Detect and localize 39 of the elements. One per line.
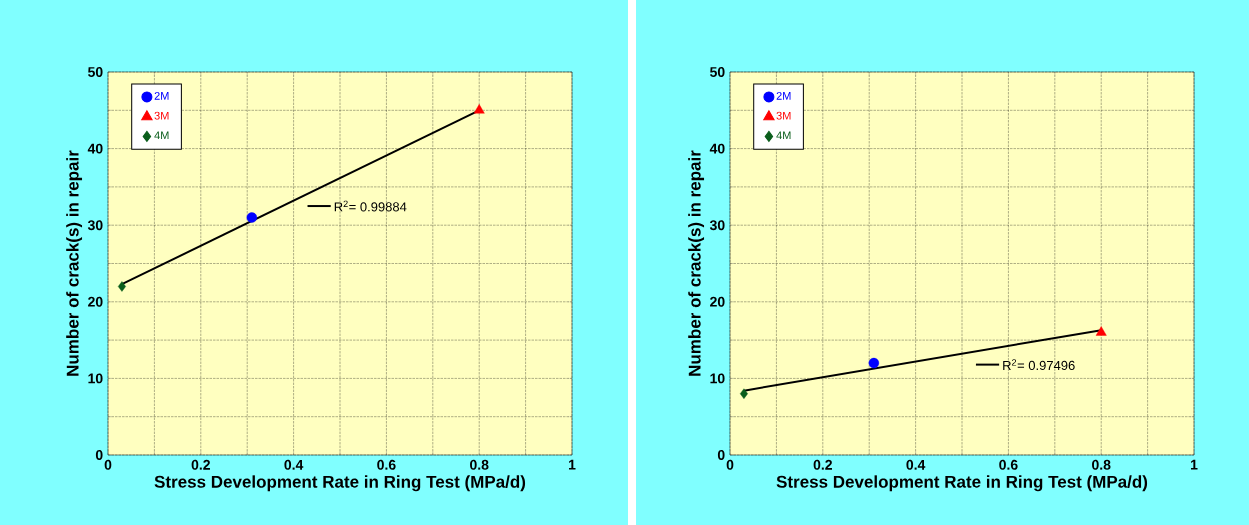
y-tick-label: 0 xyxy=(95,450,103,460)
legend-label: R$^{2}$= 0.97496 xyxy=(1003,359,1075,371)
x-tick-label: 0.4 xyxy=(284,459,304,470)
y-tick-label: 40 xyxy=(87,143,103,154)
y-tick-label: 30 xyxy=(709,220,725,231)
legend-label: 2M xyxy=(154,92,169,100)
x-tick-label: 0.6 xyxy=(999,459,1018,470)
y-tick-label: 50 xyxy=(710,67,725,77)
point xyxy=(473,104,485,114)
y-tick-label: 40 xyxy=(709,143,725,154)
legend-label: 4M xyxy=(776,131,791,140)
y-tick-label: 30 xyxy=(87,220,103,231)
y-tick-label: 20 xyxy=(88,296,103,307)
x-axis-title: Stress Development Rate in Ring Test (MPa/d) xyxy=(776,475,1148,492)
legend-label: 3M xyxy=(154,111,169,120)
x-tick-label: 0.8 xyxy=(1092,459,1111,470)
y-tick-label: 50 xyxy=(87,67,103,77)
x-axis-title: Stress Development Rate in Ring Test (MPa/d) xyxy=(154,475,526,492)
x-tick-label: 0 xyxy=(104,459,112,470)
x-tick-label: 0.6 xyxy=(377,459,396,470)
point xyxy=(117,281,126,292)
legend-label: 4M xyxy=(154,131,169,140)
x-tick-label: 0.4 xyxy=(906,459,926,470)
x-tick-label: 0.2 xyxy=(813,459,832,470)
y-tick-label: 20 xyxy=(710,296,725,307)
legend-label: 2M xyxy=(776,92,791,100)
y-axis-title: Number of crack(s) in repair xyxy=(688,150,705,376)
x-tick-label: 1 xyxy=(1191,459,1198,470)
x-tick-label: 0.2 xyxy=(191,459,210,470)
legend-label: 3M xyxy=(776,111,791,120)
legend-label: R$^{2}$= 0.99884 xyxy=(334,200,407,212)
x-tick-label: 0.8 xyxy=(470,459,489,470)
y-axis-title: Number of crack(s) in repair xyxy=(66,150,83,376)
point xyxy=(246,212,258,223)
x-tick-label: 1 xyxy=(568,459,576,470)
y-tick-label: 10 xyxy=(710,373,725,384)
y-tick-label: 10 xyxy=(88,373,103,384)
y-tick-label: 0 xyxy=(717,450,725,460)
x-tick-label: 0 xyxy=(726,459,734,470)
